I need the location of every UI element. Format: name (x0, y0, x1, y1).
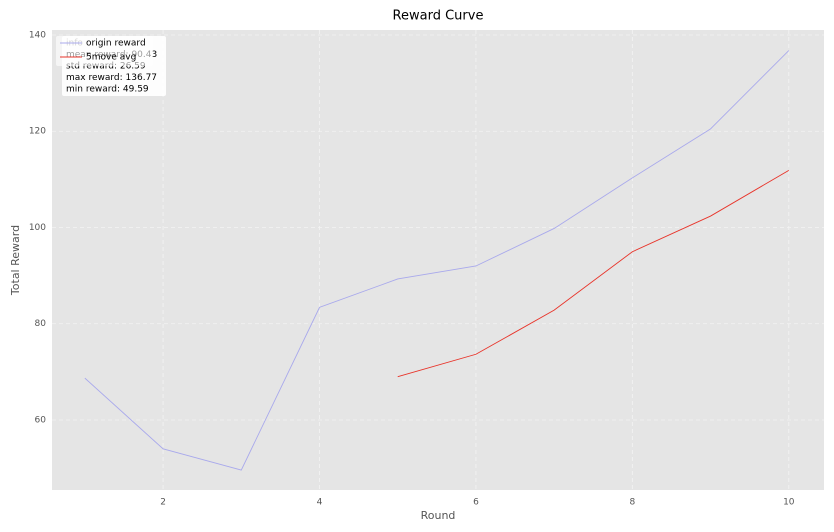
info-text: max reward: 136.77 (66, 73, 157, 83)
y-tick-label: 100 (29, 223, 46, 233)
plot-area (52, 30, 824, 490)
x-tick-label: 8 (630, 498, 636, 508)
series-line (84, 50, 790, 471)
legend-label: 5move avg (86, 53, 136, 63)
x-axis-label: Round (421, 509, 456, 522)
info-text: std reward: 26.59 (66, 62, 146, 72)
series-line (397, 169, 790, 378)
info-text: min reward: 49.59 (66, 85, 149, 95)
x-tick-label: 4 (317, 498, 323, 508)
legend-label: origin reward (86, 39, 146, 49)
x-tick-label: 6 (473, 498, 479, 508)
x-tick-label: 10 (783, 498, 795, 508)
y-tick-label: 120 (29, 127, 46, 137)
legend-box (56, 36, 153, 66)
y-axis-label: Total Reward (9, 225, 22, 296)
x-tick-label: 2 (160, 498, 166, 508)
y-tick-label: 60 (35, 415, 47, 425)
y-tick-label: 80 (35, 319, 47, 329)
chart-title: Reward Curve (393, 9, 484, 24)
y-tick-label: 140 (29, 31, 46, 41)
